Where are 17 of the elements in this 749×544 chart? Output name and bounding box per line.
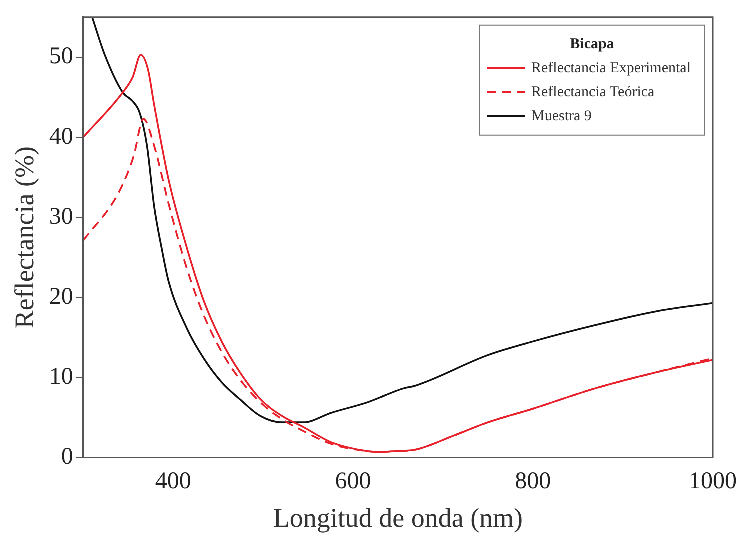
y-tick-label: 50 [49,44,74,70]
legend-label: Reflectancia Experimental [532,60,691,76]
y-tick-label: 30 [49,204,74,230]
x-tick-label: 600 [335,468,372,494]
legend-label: Reflectancia Teórica [532,84,656,100]
y-axis-title: Reflectancia (%) [9,146,40,329]
y-tick-label: 40 [49,124,74,150]
y-tick-label: 0 [61,444,74,470]
legend-label: Muestra 9 [532,108,592,124]
x-tick-label: 800 [515,468,552,494]
x-axis-title: Longitud de onda (nm) [273,502,524,533]
y-tick-label: 20 [49,284,74,310]
y-tick-label: 10 [49,364,74,390]
line-series [91,17,713,424]
x-tick-label: 400 [155,468,192,494]
legend-title: Bicapa [570,36,615,52]
x-tick-label: 1000 [689,468,737,494]
